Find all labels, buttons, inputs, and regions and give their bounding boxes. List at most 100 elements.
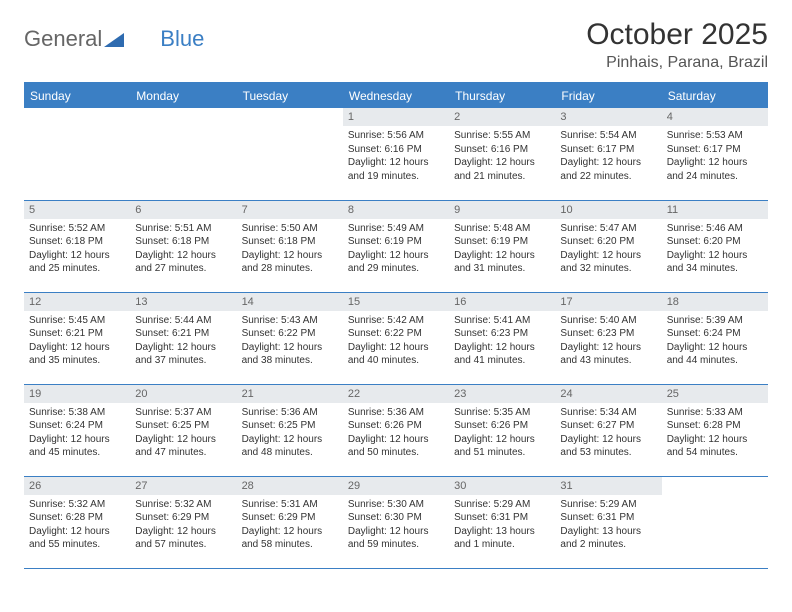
calendar-cell: 9Sunrise: 5:48 AMSunset: 6:19 PMDaylight…: [449, 200, 555, 292]
day-header: Friday: [555, 83, 661, 108]
day-details: Sunrise: 5:36 AMSunset: 6:26 PMDaylight:…: [343, 403, 449, 464]
day-header: Tuesday: [237, 83, 343, 108]
calendar-cell: 6Sunrise: 5:51 AMSunset: 6:18 PMDaylight…: [130, 200, 236, 292]
day-details: Sunrise: 5:29 AMSunset: 6:31 PMDaylight:…: [555, 495, 661, 556]
calendar-cell: 4Sunrise: 5:53 AMSunset: 6:17 PMDaylight…: [662, 108, 768, 200]
header: General Blue October 2025 Pinhais, Paran…: [24, 18, 768, 72]
day-details: Sunrise: 5:55 AMSunset: 6:16 PMDaylight:…: [449, 126, 555, 187]
day-number: 12: [24, 293, 130, 311]
day-number: 30: [449, 477, 555, 495]
calendar-cell: 29Sunrise: 5:30 AMSunset: 6:30 PMDayligh…: [343, 476, 449, 568]
day-details: Sunrise: 5:37 AMSunset: 6:25 PMDaylight:…: [130, 403, 236, 464]
calendar-cell: [24, 108, 130, 200]
day-number: 14: [237, 293, 343, 311]
day-details: Sunrise: 5:51 AMSunset: 6:18 PMDaylight:…: [130, 219, 236, 280]
day-number: 23: [449, 385, 555, 403]
day-details: Sunrise: 5:38 AMSunset: 6:24 PMDaylight:…: [24, 403, 130, 464]
day-number: 10: [555, 201, 661, 219]
calendar-cell: 10Sunrise: 5:47 AMSunset: 6:20 PMDayligh…: [555, 200, 661, 292]
day-number: 2: [449, 108, 555, 126]
day-number: 24: [555, 385, 661, 403]
calendar-cell: 30Sunrise: 5:29 AMSunset: 6:31 PMDayligh…: [449, 476, 555, 568]
day-number: 7: [237, 201, 343, 219]
calendar-cell: 13Sunrise: 5:44 AMSunset: 6:21 PMDayligh…: [130, 292, 236, 384]
day-details: Sunrise: 5:44 AMSunset: 6:21 PMDaylight:…: [130, 311, 236, 372]
day-details: Sunrise: 5:52 AMSunset: 6:18 PMDaylight:…: [24, 219, 130, 280]
day-details: Sunrise: 5:30 AMSunset: 6:30 PMDaylight:…: [343, 495, 449, 556]
calendar-cell: 18Sunrise: 5:39 AMSunset: 6:24 PMDayligh…: [662, 292, 768, 384]
day-number: 5: [24, 201, 130, 219]
calendar-cell: [662, 476, 768, 568]
calendar-cell: 22Sunrise: 5:36 AMSunset: 6:26 PMDayligh…: [343, 384, 449, 476]
calendar-cell: 1Sunrise: 5:56 AMSunset: 6:16 PMDaylight…: [343, 108, 449, 200]
title-block: October 2025 Pinhais, Parana, Brazil: [586, 18, 768, 72]
page-title: October 2025: [586, 18, 768, 52]
calendar-cell: [237, 108, 343, 200]
day-number: 6: [130, 201, 236, 219]
day-number: 22: [343, 385, 449, 403]
day-header: Sunday: [24, 83, 130, 108]
day-number: 15: [343, 293, 449, 311]
calendar-cell: 19Sunrise: 5:38 AMSunset: 6:24 PMDayligh…: [24, 384, 130, 476]
day-number: 25: [662, 385, 768, 403]
calendar-cell: 28Sunrise: 5:31 AMSunset: 6:29 PMDayligh…: [237, 476, 343, 568]
day-number: 17: [555, 293, 661, 311]
day-details: Sunrise: 5:31 AMSunset: 6:29 PMDaylight:…: [237, 495, 343, 556]
day-number: 8: [343, 201, 449, 219]
day-header: Monday: [130, 83, 236, 108]
calendar-cell: 20Sunrise: 5:37 AMSunset: 6:25 PMDayligh…: [130, 384, 236, 476]
day-details: Sunrise: 5:29 AMSunset: 6:31 PMDaylight:…: [449, 495, 555, 556]
day-details: Sunrise: 5:56 AMSunset: 6:16 PMDaylight:…: [343, 126, 449, 187]
logo-triangle-icon: [104, 26, 126, 52]
calendar-cell: 21Sunrise: 5:36 AMSunset: 6:25 PMDayligh…: [237, 384, 343, 476]
day-number: 1: [343, 108, 449, 126]
day-details: Sunrise: 5:49 AMSunset: 6:19 PMDaylight:…: [343, 219, 449, 280]
day-details: Sunrise: 5:47 AMSunset: 6:20 PMDaylight:…: [555, 219, 661, 280]
day-header: Wednesday: [343, 83, 449, 108]
day-details: Sunrise: 5:35 AMSunset: 6:26 PMDaylight:…: [449, 403, 555, 464]
day-number: 28: [237, 477, 343, 495]
day-details: Sunrise: 5:33 AMSunset: 6:28 PMDaylight:…: [662, 403, 768, 464]
day-number: 3: [555, 108, 661, 126]
day-number: 27: [130, 477, 236, 495]
day-details: Sunrise: 5:46 AMSunset: 6:20 PMDaylight:…: [662, 219, 768, 280]
day-number: 26: [24, 477, 130, 495]
day-number: 16: [449, 293, 555, 311]
day-details: Sunrise: 5:50 AMSunset: 6:18 PMDaylight:…: [237, 219, 343, 280]
calendar-cell: 23Sunrise: 5:35 AMSunset: 6:26 PMDayligh…: [449, 384, 555, 476]
logo: General Blue: [24, 18, 204, 52]
day-details: Sunrise: 5:41 AMSunset: 6:23 PMDaylight:…: [449, 311, 555, 372]
calendar-cell: 12Sunrise: 5:45 AMSunset: 6:21 PMDayligh…: [24, 292, 130, 384]
day-details: Sunrise: 5:54 AMSunset: 6:17 PMDaylight:…: [555, 126, 661, 187]
day-details: Sunrise: 5:39 AMSunset: 6:24 PMDaylight:…: [662, 311, 768, 372]
calendar-cell: 2Sunrise: 5:55 AMSunset: 6:16 PMDaylight…: [449, 108, 555, 200]
calendar-cell: 8Sunrise: 5:49 AMSunset: 6:19 PMDaylight…: [343, 200, 449, 292]
calendar-cell: 17Sunrise: 5:40 AMSunset: 6:23 PMDayligh…: [555, 292, 661, 384]
day-header: Saturday: [662, 83, 768, 108]
day-details: Sunrise: 5:42 AMSunset: 6:22 PMDaylight:…: [343, 311, 449, 372]
calendar-cell: 3Sunrise: 5:54 AMSunset: 6:17 PMDaylight…: [555, 108, 661, 200]
calendar-cell: 27Sunrise: 5:32 AMSunset: 6:29 PMDayligh…: [130, 476, 236, 568]
day-details: Sunrise: 5:48 AMSunset: 6:19 PMDaylight:…: [449, 219, 555, 280]
calendar-cell: [130, 108, 236, 200]
day-details: Sunrise: 5:36 AMSunset: 6:25 PMDaylight:…: [237, 403, 343, 464]
calendar-cell: 26Sunrise: 5:32 AMSunset: 6:28 PMDayligh…: [24, 476, 130, 568]
day-details: Sunrise: 5:34 AMSunset: 6:27 PMDaylight:…: [555, 403, 661, 464]
day-details: Sunrise: 5:43 AMSunset: 6:22 PMDaylight:…: [237, 311, 343, 372]
day-number: 9: [449, 201, 555, 219]
day-details: Sunrise: 5:53 AMSunset: 6:17 PMDaylight:…: [662, 126, 768, 187]
calendar-cell: 25Sunrise: 5:33 AMSunset: 6:28 PMDayligh…: [662, 384, 768, 476]
day-details: Sunrise: 5:32 AMSunset: 6:29 PMDaylight:…: [130, 495, 236, 556]
day-number: 11: [662, 201, 768, 219]
day-number: 31: [555, 477, 661, 495]
day-number: 18: [662, 293, 768, 311]
day-number: 21: [237, 385, 343, 403]
calendar-table: SundayMondayTuesdayWednesdayThursdayFrid…: [24, 82, 768, 569]
calendar-cell: 7Sunrise: 5:50 AMSunset: 6:18 PMDaylight…: [237, 200, 343, 292]
day-header: Thursday: [449, 83, 555, 108]
day-number: 13: [130, 293, 236, 311]
day-number: 4: [662, 108, 768, 126]
day-details: Sunrise: 5:45 AMSunset: 6:21 PMDaylight:…: [24, 311, 130, 372]
day-details: Sunrise: 5:32 AMSunset: 6:28 PMDaylight:…: [24, 495, 130, 556]
location: Pinhais, Parana, Brazil: [586, 54, 768, 72]
